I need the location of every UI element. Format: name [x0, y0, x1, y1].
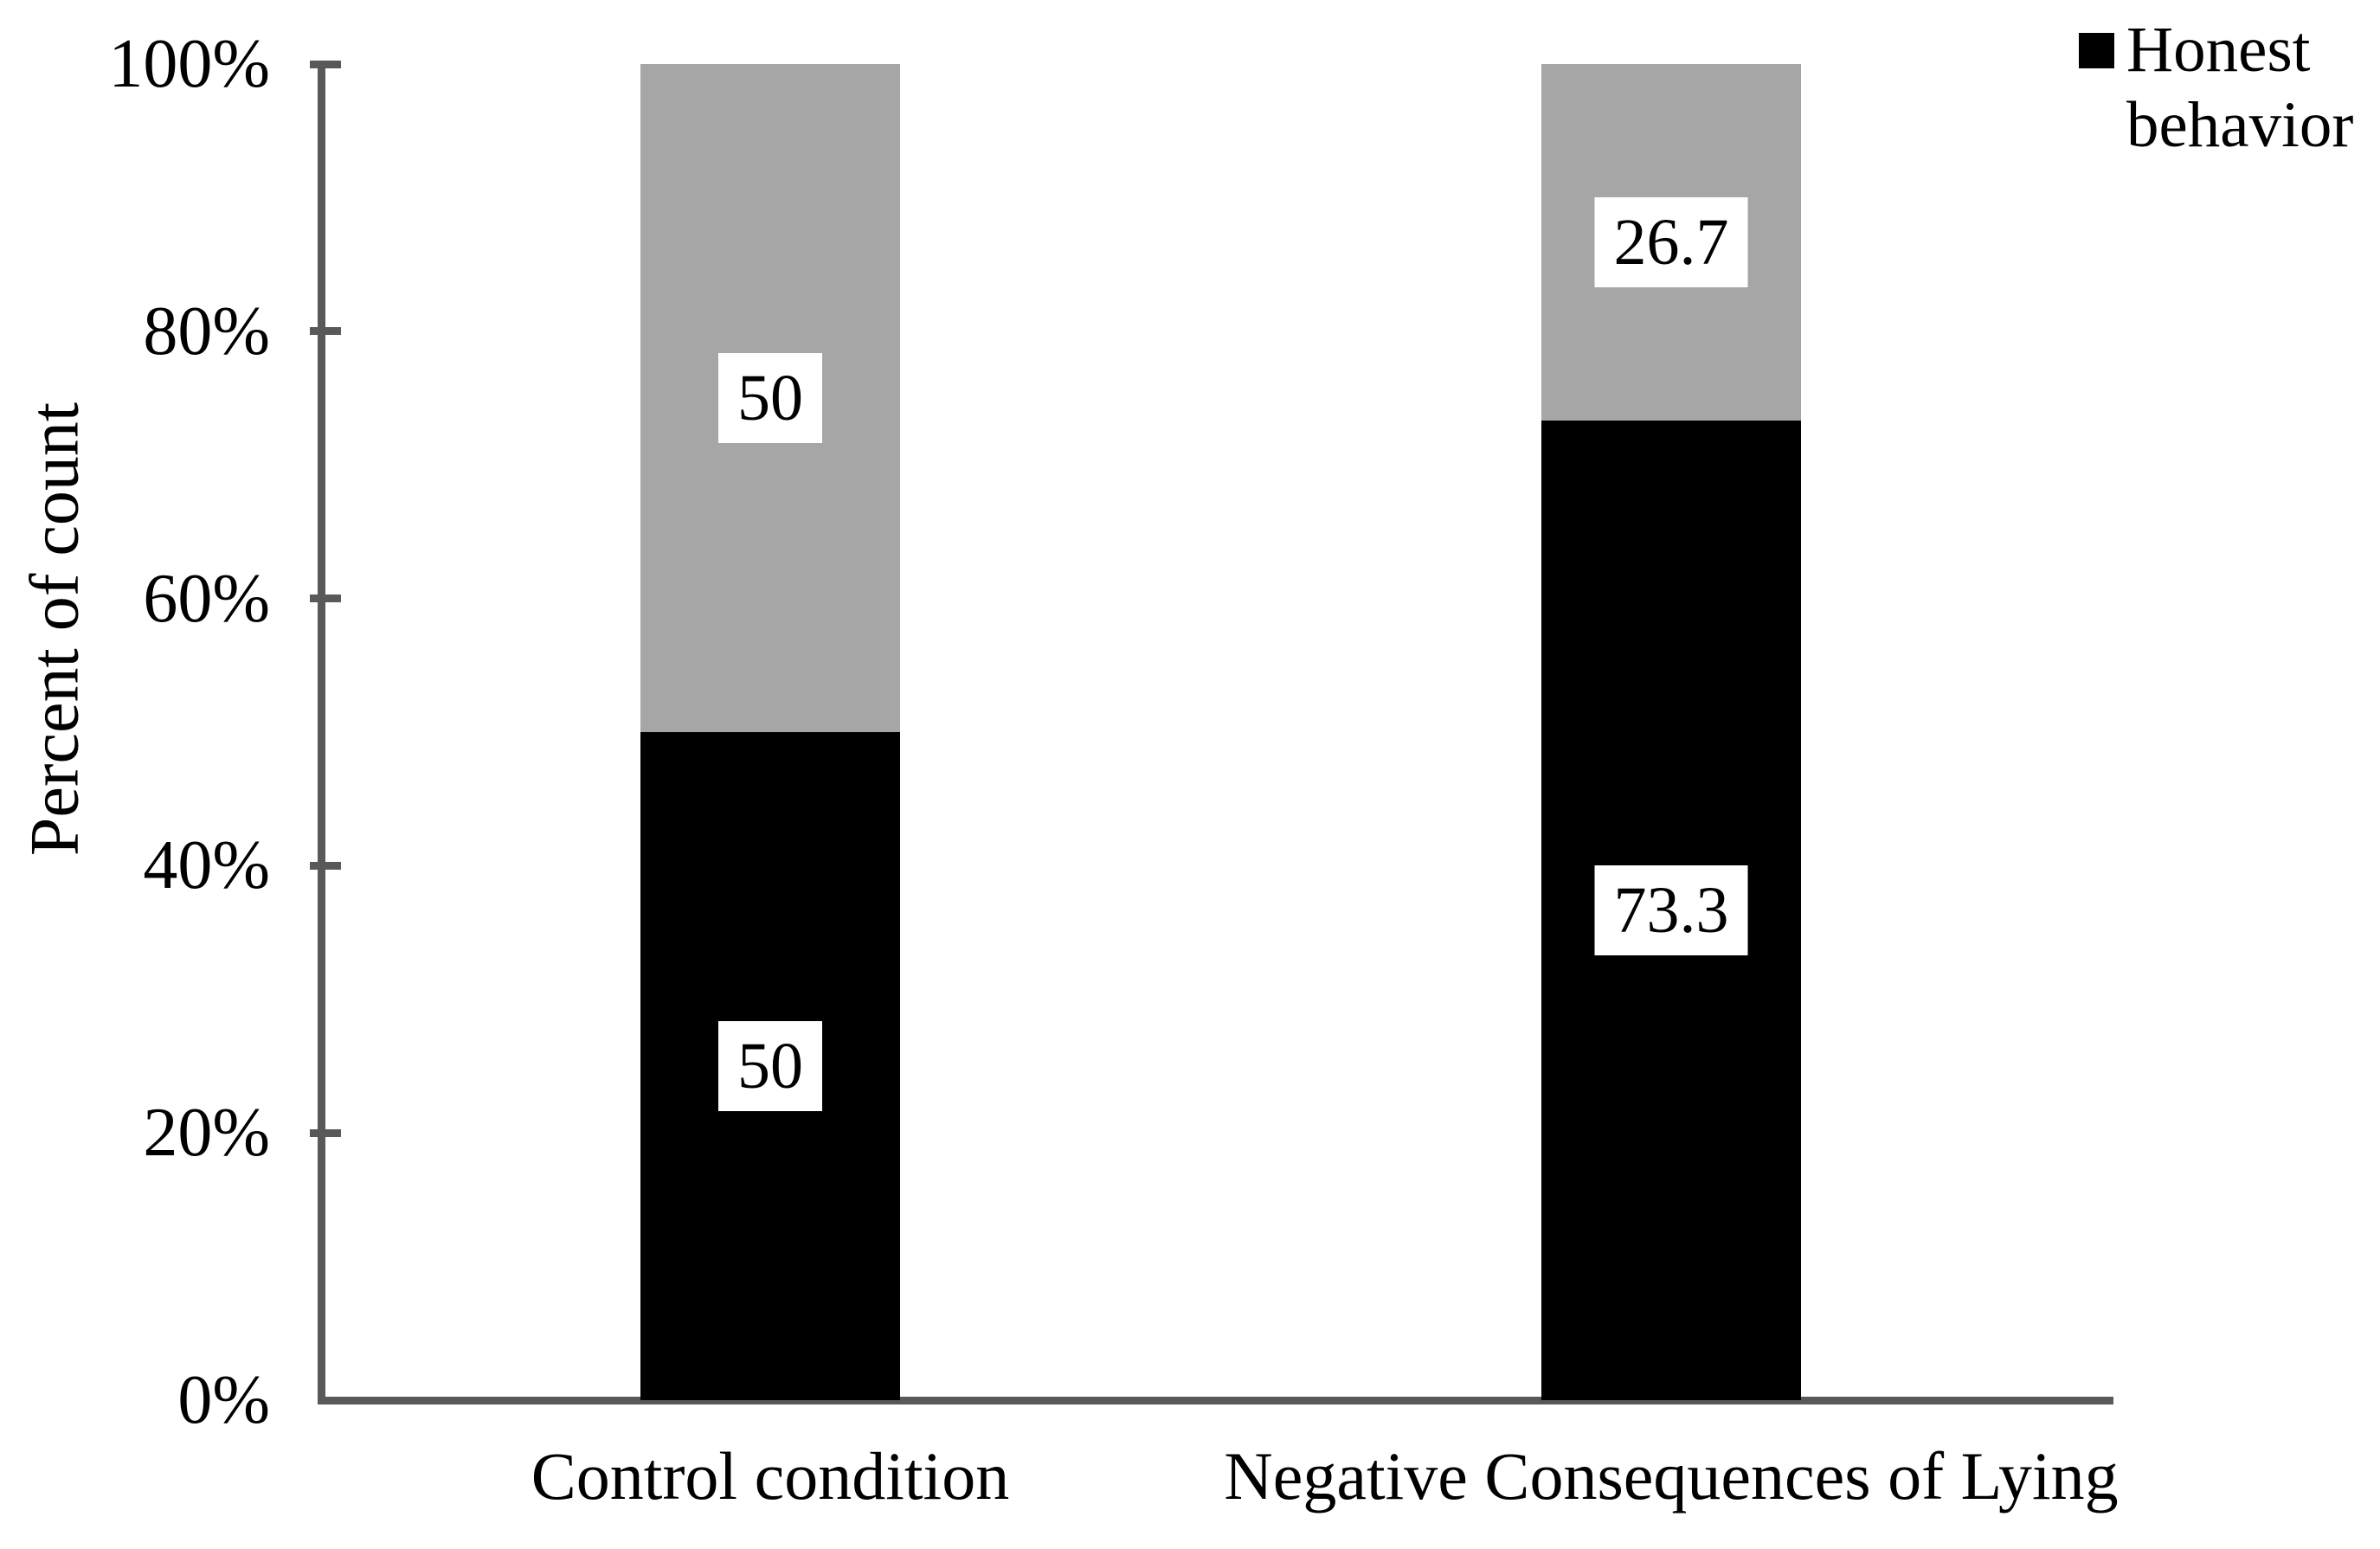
legend-label-line2: behavior [2126, 89, 2354, 161]
y-tick-mark-80 [310, 327, 341, 335]
y-tick-label-20: 20% [143, 1095, 270, 1171]
y-axis-line [318, 61, 325, 1404]
y-tick-label-40: 40% [143, 827, 270, 903]
y-tick-label-60: 60% [143, 561, 270, 637]
x-axis-line [318, 1397, 2113, 1404]
y-tick-mark-60 [310, 595, 341, 602]
legend-entry-honest-behavior: Honest behavior [2126, 12, 2353, 163]
legend-label-line1: Honest [2126, 14, 2311, 86]
legend-swatch-honest-behavior-icon [2079, 33, 2114, 68]
category-label-1: Negative Consequences of Lying [1224, 1438, 2119, 1514]
data-label-honest-0: 50 [718, 1021, 822, 1111]
y-tick-mark-20 [310, 1129, 341, 1137]
y-tick-mark-100 [310, 61, 341, 68]
y-tick-label-0: 0% [177, 1362, 270, 1438]
data-label-honest-1: 73.3 [1594, 865, 1748, 955]
y-tick-mark-40 [310, 862, 341, 870]
y-tick-label-100: 100% [108, 26, 270, 102]
y-tick-label-80: 80% [143, 293, 270, 370]
category-label-0: Control condition [531, 1438, 1010, 1514]
data-label-other-0: 50 [718, 353, 822, 443]
data-label-other-1: 26.7 [1594, 197, 1748, 287]
